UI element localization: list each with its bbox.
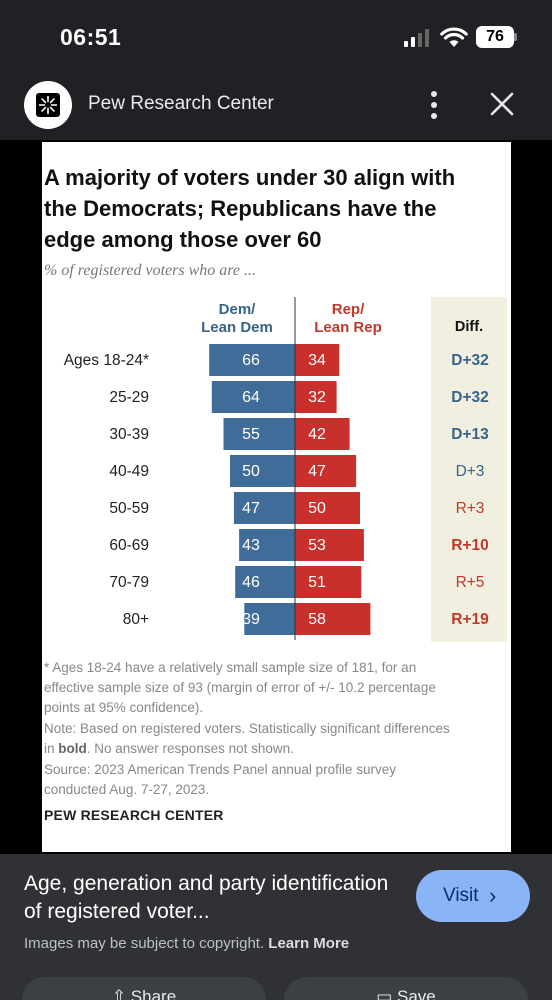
- note-suffix: . No answer responses not shown.: [86, 741, 294, 756]
- source-line: conducted Aug. 7-27, 2023.: [44, 782, 210, 797]
- diff-value-label: R+10: [451, 537, 489, 554]
- battery-indicator: 76: [476, 26, 514, 48]
- copyright-notice: Images may be subject to copyright. Lear…: [24, 935, 349, 952]
- category-label: 70-79: [109, 574, 149, 591]
- pew-research-logo: PEW RESEARCH CENTER: [44, 807, 224, 823]
- diff-value-label: D+32: [451, 389, 489, 406]
- source-line: Source: 2023 American Trends Panel annua…: [44, 762, 396, 777]
- diff-value-label: R+3: [456, 500, 485, 517]
- dem-value-label: 47: [242, 500, 260, 517]
- close-icon[interactable]: [488, 90, 516, 118]
- diff-value-label: D+13: [451, 426, 489, 443]
- rep-bar: [295, 381, 337, 413]
- dem-value-label: 66: [242, 352, 260, 369]
- diff-value-label: D+32: [451, 352, 489, 369]
- pew-logo-icon: [36, 93, 60, 117]
- status-bar: 06:51 76: [0, 0, 552, 72]
- note-line: in bold. No answer responses not shown.: [44, 739, 294, 759]
- chart-title-line: edge among those over 60: [44, 227, 322, 252]
- visit-button[interactable]: Visit ›: [416, 870, 530, 922]
- diverging-bar-chart: Dem/Lean Dem Rep/Lean Rep Diff. Ages 18-24*…: [64, 297, 507, 642]
- learn-more-link[interactable]: Learn More: [268, 935, 350, 952]
- result-title[interactable]: Age, generation and party identification…: [24, 872, 389, 923]
- footnote-line: effective sample size of 93 (margin of e…: [44, 680, 436, 695]
- note-line: Note: Based on registered voters. Statis…: [44, 721, 450, 736]
- note-bold: bold: [58, 741, 87, 756]
- chart-title-line: the Democrats; Republicans have the: [44, 196, 437, 221]
- footnote-line: points at 95% confidence).: [44, 700, 204, 715]
- rep-bar: [295, 529, 364, 561]
- image-viewer[interactable]: A majority of voters under 30 align with…: [0, 140, 552, 974]
- diff-value-label: R+5: [456, 574, 485, 591]
- save-button[interactable]: ▭ Save: [284, 977, 528, 1000]
- dem-bar: [244, 603, 295, 635]
- chart-title: A majority of voters under 30 align with…: [44, 162, 508, 255]
- rep-value-label: 32: [308, 389, 326, 406]
- legend-rep: Rep/Lean Rep: [314, 301, 382, 336]
- dem-bar: [209, 344, 295, 376]
- rep-bar: [295, 566, 362, 598]
- category-label: Ages 18-24*: [64, 352, 149, 369]
- rep-value-label: 58: [308, 611, 326, 628]
- dem-bar: [233, 492, 295, 524]
- dem-bar: [223, 418, 295, 450]
- chart-title-line: A majority of voters under 30 align with: [44, 165, 456, 190]
- dem-value-label: 39: [242, 611, 260, 628]
- rep-value-label: 53: [308, 537, 326, 554]
- category-label: 25-29: [109, 389, 149, 406]
- rep-bar: [295, 603, 371, 635]
- save-label: Save: [397, 987, 436, 1000]
- rep-value-label: 47: [308, 463, 326, 480]
- diff-column-background: [431, 297, 507, 642]
- bookmark-icon: ▭: [376, 987, 393, 1000]
- dem-value-label: 55: [242, 426, 260, 443]
- dem-value-label: 43: [242, 537, 260, 554]
- battery-nub: [514, 33, 517, 41]
- copyright-text: Images may be subject to copyright.: [24, 935, 265, 952]
- dem-bar: [239, 529, 295, 561]
- rep-bar: [295, 455, 357, 487]
- share-icon: ⇧: [111, 987, 127, 1000]
- diff-header: Diff.: [455, 319, 483, 335]
- category-label: 80+: [123, 611, 149, 628]
- rep-value-label: 42: [308, 426, 326, 443]
- site-favicon: [24, 81, 72, 129]
- rep-value-label: 51: [308, 574, 326, 591]
- rep-bar: [295, 418, 350, 450]
- status-time: 06:51: [60, 24, 122, 50]
- site-name[interactable]: Pew Research Center: [88, 93, 274, 114]
- share-button[interactable]: ⇧ Share: [22, 977, 266, 1000]
- chart-image: A majority of voters under 30 align with…: [42, 142, 511, 852]
- rep-bar: [295, 492, 360, 524]
- visit-label: Visit: [443, 885, 479, 906]
- footnote-line: * Ages 18-24 have a relatively small sam…: [44, 660, 417, 675]
- share-label: Share: [130, 987, 177, 1000]
- category-label: 60-69: [109, 537, 149, 554]
- dem-bar: [235, 566, 295, 598]
- dem-value-label: 64: [242, 389, 260, 406]
- dem-value-label: 50: [242, 463, 260, 480]
- diff-value-label: R+19: [451, 611, 489, 628]
- category-label: 40-49: [109, 463, 149, 480]
- dem-bar: [211, 381, 295, 413]
- rep-value-label: 34: [308, 352, 326, 369]
- result-panel: Age, generation and party identification…: [0, 854, 552, 1000]
- chevron-right-icon: ›: [489, 883, 497, 908]
- rep-value-label: 50: [308, 500, 326, 517]
- dem-bar: [230, 455, 295, 487]
- legend-dem: Dem/Lean Dem: [201, 301, 273, 336]
- app-header: Pew Research Center: [0, 72, 552, 140]
- chart-subtitle: % of registered voters who are ...: [44, 262, 256, 279]
- category-label: 50-59: [109, 500, 149, 517]
- cellular-signal-icon: [404, 29, 429, 47]
- note-prefix: in: [44, 741, 59, 756]
- rep-bar: [295, 344, 340, 376]
- dem-value-label: 46: [242, 574, 260, 591]
- category-label: 30-39: [109, 426, 149, 443]
- more-options-icon[interactable]: [422, 88, 446, 122]
- wifi-icon: [440, 27, 468, 47]
- diff-value-label: D+3: [456, 463, 485, 480]
